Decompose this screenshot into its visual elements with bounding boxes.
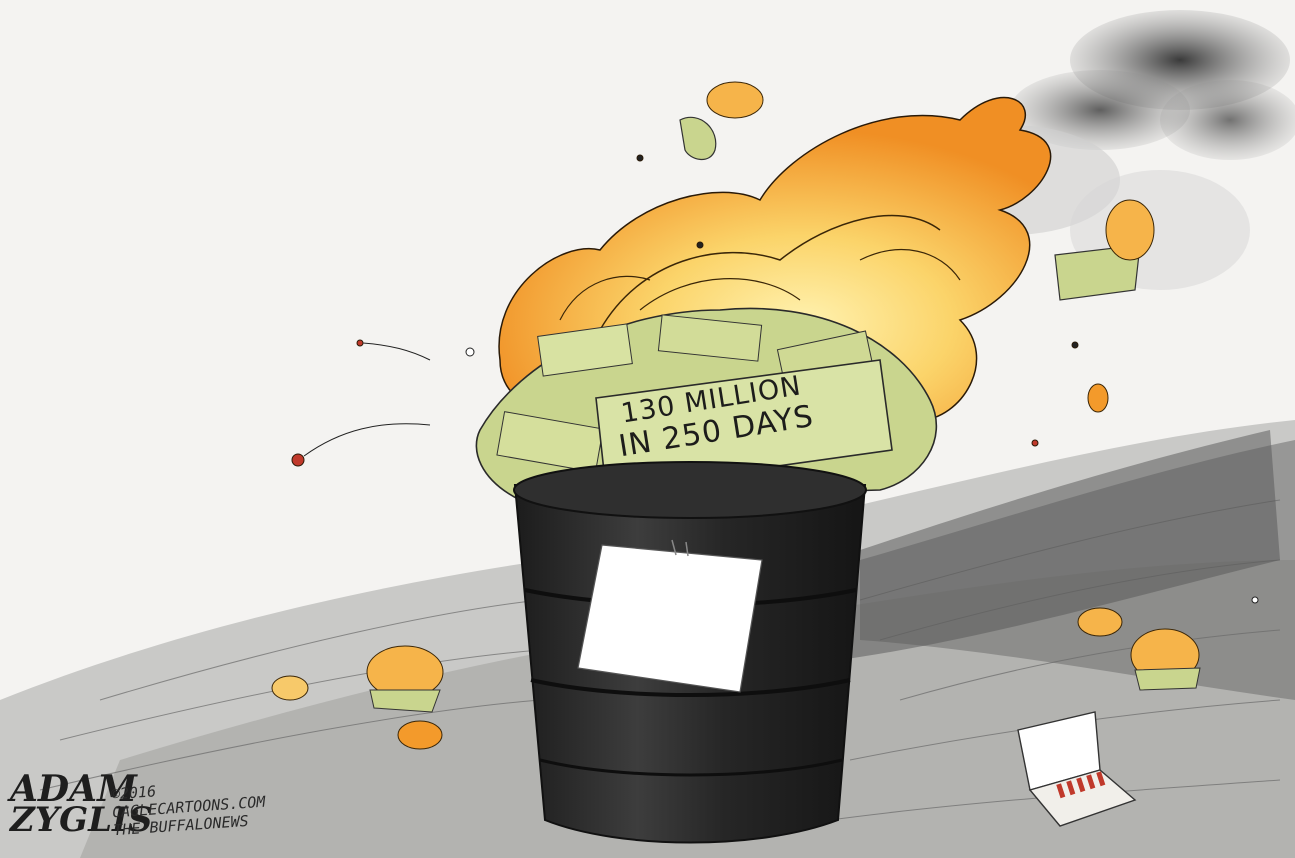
signature-last-name: ZYGLIS <box>10 800 153 841</box>
artist-signature: ADAM ZYGLIS <box>10 768 153 841</box>
signature-first-name: ADAM <box>10 768 137 810</box>
sparks <box>291 154 1259 604</box>
cash-pile <box>475 307 938 501</box>
publication-credits: ©2016 CAGLECARTOONS.COM THE BUFFALONEWS <box>110 775 267 839</box>
barrel-shadow <box>830 430 1280 660</box>
oil-barrel <box>513 461 867 844</box>
matchbook <box>1017 711 1137 827</box>
flying-bills <box>679 81 1155 413</box>
ground-embers <box>271 607 1201 750</box>
barrel-note <box>577 544 763 693</box>
